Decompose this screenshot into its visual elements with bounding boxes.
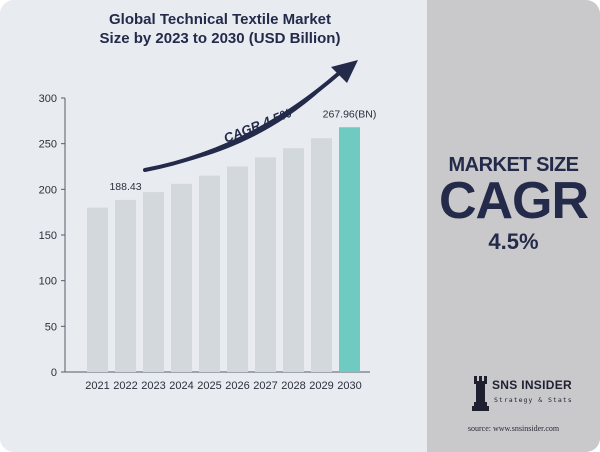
bar-chart: 0 50 100 150 200 250 300 2021 2022 2023 2024 2025 20…	[39, 60, 377, 392]
chart-title: Global Technical Textile Market Size by …	[40, 10, 400, 48]
y-tick-label: 200	[39, 184, 57, 196]
chess-rook-icon	[472, 376, 489, 411]
data-label: 188.43	[109, 181, 141, 193]
bar-2028	[283, 148, 304, 372]
cagr-label: CAGR	[438, 172, 589, 230]
bar-2030	[339, 127, 360, 372]
x-tick-label: 2027	[253, 380, 277, 392]
cagr-value: 4.5%	[488, 229, 539, 254]
sns-insider-logo: SNS INSIDER Strategy & Stats	[470, 372, 590, 414]
bar-2027	[255, 157, 276, 372]
y-tick-label: 0	[51, 367, 57, 379]
bar-2021	[87, 207, 108, 372]
x-tick-label: 2025	[197, 380, 221, 392]
chart-title-line-2: Size by 2023 to 2030 (USD Billion)	[99, 30, 341, 47]
y-tick-label: 50	[45, 321, 57, 333]
data-label: 267.96(BN)	[323, 108, 377, 120]
x-tick-label: 2028	[281, 380, 305, 392]
bar-2023	[143, 192, 164, 372]
x-tick-label: 2029	[309, 380, 333, 392]
bar-2025	[199, 175, 220, 372]
cagr-annotation: CAGR 4.5%	[222, 105, 294, 146]
y-tick-label: 100	[39, 276, 57, 288]
y-tick-label: 150	[39, 230, 57, 242]
bar-2022	[115, 199, 136, 372]
chart-title-line-1: Global Technical Textile Market	[108, 11, 331, 28]
x-tick-label: 2021	[85, 380, 109, 392]
x-tick-label: 2026	[225, 380, 249, 392]
growth-arrow-body	[145, 72, 340, 170]
x-tick-label: 2030	[337, 380, 361, 392]
market-size-heading: MARKET SIZE	[448, 154, 579, 176]
growth-arrow-head	[331, 60, 358, 83]
growth-arrow-line	[143, 72, 340, 172]
x-tick-label: 2022	[113, 380, 137, 392]
y-tick-label: 300	[39, 93, 57, 105]
bar-2024	[171, 183, 192, 372]
logo-tagline: Strategy & Stats	[494, 396, 573, 404]
summary-panel	[427, 0, 600, 452]
y-tick-label: 250	[39, 139, 57, 151]
logo-name: SNS INSIDER	[492, 378, 572, 392]
x-tick-label: 2023	[141, 380, 165, 392]
source-credit: source: www.snsinsider.com	[467, 424, 560, 433]
x-tick-label: 2024	[169, 380, 193, 392]
bar-2026	[227, 166, 248, 372]
bar-2029	[311, 138, 332, 372]
